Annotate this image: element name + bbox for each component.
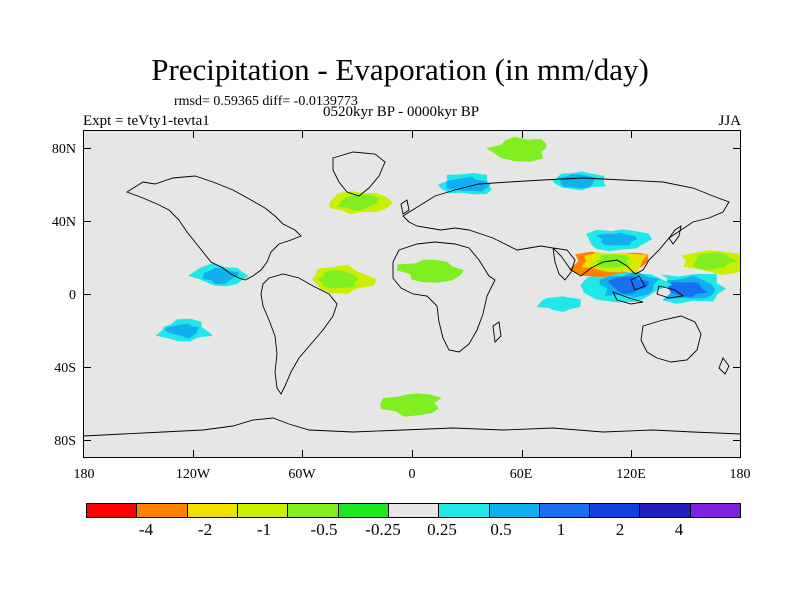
colorbar-label: -0.5 bbox=[310, 520, 338, 539]
colorbar-segment bbox=[187, 504, 238, 517]
coastline-india bbox=[552, 247, 576, 281]
figure-title: Precipitation - Evaporation (in mm/day) bbox=[151, 52, 649, 87]
lon-tick bbox=[740, 130, 741, 138]
coastline-eurasia bbox=[402, 177, 730, 277]
contour-region bbox=[558, 174, 596, 189]
colorbar-label: -2 bbox=[197, 520, 213, 539]
lon-tick bbox=[302, 450, 304, 458]
coastline-japan bbox=[668, 225, 682, 245]
contour-region bbox=[596, 254, 630, 268]
colorbar-segment bbox=[439, 504, 490, 517]
colorbar-segment bbox=[539, 504, 591, 517]
stats-label: rmsd= 0.59365 diff= -0.0139773 bbox=[174, 94, 358, 109]
colorbar-segment bbox=[237, 504, 289, 517]
lat-tick bbox=[733, 148, 741, 150]
contour-region bbox=[396, 259, 464, 283]
lon-label-120e: 120E bbox=[616, 467, 646, 482]
colorbar-segment bbox=[87, 504, 138, 517]
lon-tick bbox=[83, 450, 84, 458]
lat-tick bbox=[733, 221, 741, 223]
colorbar-label: -1 bbox=[256, 520, 272, 539]
lat-label-40s: 40S bbox=[54, 361, 76, 376]
lon-tick bbox=[302, 130, 304, 138]
lat-label-0: 0 bbox=[69, 288, 76, 303]
lon-tick bbox=[631, 130, 633, 138]
colorbar-label: 0.25 bbox=[427, 520, 457, 539]
contour-region bbox=[273, 291, 330, 313]
lat-tick bbox=[83, 221, 91, 223]
lon-tick bbox=[412, 450, 413, 458]
coastline-british-isles bbox=[400, 199, 410, 215]
contour-fills bbox=[151, 136, 741, 417]
coastline-australia bbox=[640, 315, 702, 363]
contour-region bbox=[595, 232, 638, 246]
colorbar-label: 4 bbox=[674, 520, 684, 539]
lat-tick bbox=[733, 366, 741, 368]
coastline-greenland bbox=[332, 151, 386, 197]
subtitle-label: 0520kyr BP - 0000kyr BP bbox=[323, 104, 480, 120]
colorbar-segment bbox=[489, 504, 540, 517]
contour-region bbox=[665, 282, 708, 298]
colorbar-segment bbox=[338, 504, 389, 517]
lat-tick bbox=[733, 294, 741, 295]
lon-tick bbox=[631, 450, 633, 458]
colorbar-segment bbox=[590, 504, 641, 517]
coastline-africa bbox=[392, 241, 496, 353]
lon-label-180e: 180 bbox=[729, 467, 751, 482]
contour-region bbox=[446, 176, 491, 192]
colorbar-segment bbox=[640, 504, 691, 517]
lon-label-60w: 60W bbox=[288, 467, 316, 482]
lon-tick bbox=[83, 130, 84, 138]
lat-tick bbox=[83, 366, 91, 368]
coastline-antarctica bbox=[83, 417, 741, 437]
lat-label-80n: 80N bbox=[51, 142, 76, 157]
contour-region bbox=[607, 276, 649, 294]
lon-label-120w: 120W bbox=[175, 467, 211, 482]
coastline-indonesia bbox=[612, 275, 685, 305]
coastline-madagascar bbox=[492, 321, 502, 343]
colorbar-label: 2 bbox=[615, 520, 625, 539]
contour-region bbox=[486, 136, 547, 162]
map-canvas bbox=[83, 136, 741, 437]
lon-tick bbox=[740, 450, 741, 458]
lon-tick bbox=[412, 130, 413, 138]
lat-tick bbox=[83, 148, 91, 150]
contour-region bbox=[380, 393, 442, 417]
coastline-north-america bbox=[125, 175, 302, 281]
coastline-new-zealand bbox=[718, 357, 730, 375]
colorbar-segment bbox=[388, 504, 440, 517]
contour-region bbox=[202, 267, 239, 285]
colorbar-label: -0.25 bbox=[365, 520, 401, 539]
lon-tick bbox=[192, 450, 194, 458]
contour-region bbox=[316, 269, 359, 289]
lon-label-180w: 180 bbox=[73, 467, 95, 482]
coastline-south-america bbox=[260, 273, 338, 395]
lat-tick bbox=[733, 439, 741, 441]
colorbar-label: 0.5 bbox=[490, 520, 512, 539]
map-plot bbox=[83, 130, 741, 458]
lon-tick bbox=[521, 130, 523, 138]
experiment-label: Expt = teVty1-tevta1 bbox=[83, 113, 210, 129]
colorbar-label: -4 bbox=[138, 520, 154, 539]
lon-tick bbox=[521, 450, 523, 458]
contour-region bbox=[692, 252, 739, 271]
lat-tick bbox=[83, 294, 91, 295]
contour-region bbox=[337, 194, 380, 211]
lon-label-60e: 60E bbox=[509, 467, 533, 482]
lon-tick bbox=[192, 130, 194, 138]
contour-region bbox=[165, 323, 200, 339]
lat-label-80s: 80S bbox=[54, 434, 76, 449]
colorbar-segment bbox=[690, 504, 741, 517]
colorbar-segment bbox=[288, 504, 339, 517]
colorbar bbox=[86, 503, 741, 518]
lat-label-40n: 40N bbox=[51, 215, 76, 230]
season-label: JJA bbox=[718, 113, 741, 129]
lon-label-0: 0 bbox=[408, 467, 416, 482]
colorbar-segment bbox=[137, 504, 188, 517]
coastlines bbox=[83, 151, 741, 437]
lat-tick bbox=[83, 439, 91, 441]
contour-region bbox=[536, 296, 581, 312]
colorbar-label: 1 bbox=[556, 520, 566, 539]
